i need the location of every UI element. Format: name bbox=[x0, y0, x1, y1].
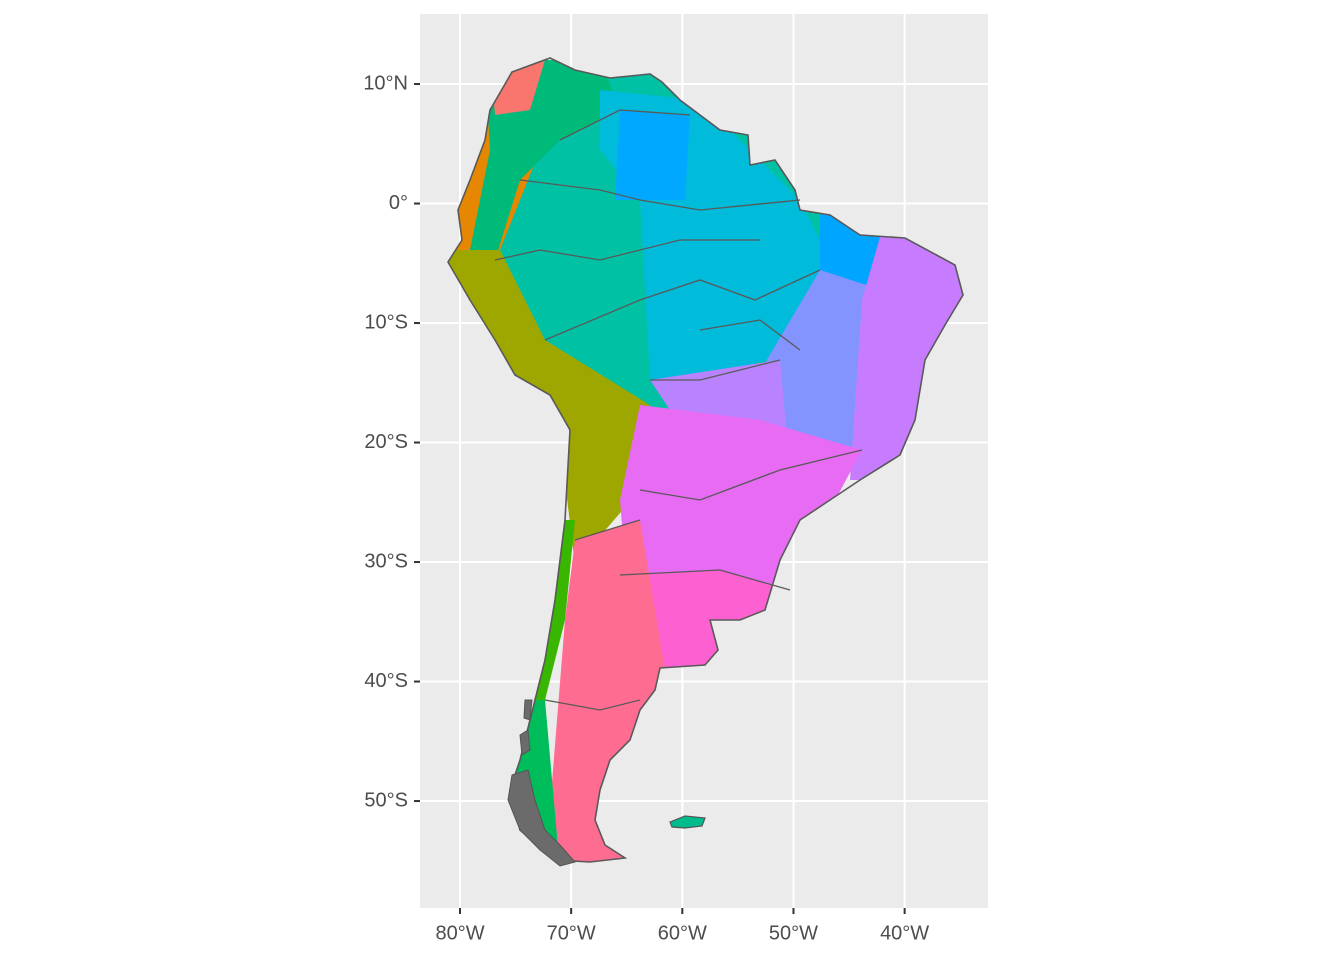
x-tick-label: 60°W bbox=[658, 922, 707, 944]
y-tick-label: 10°N bbox=[363, 72, 408, 94]
region-borders bbox=[494, 109, 863, 711]
axes: 80°W 70°W 60°W 50°W 40°W 10°N 0° 10°S 20°S 30°S 40… bbox=[363, 72, 929, 944]
region bbox=[755, 270, 882, 465]
region bbox=[615, 110, 690, 200]
archipelago bbox=[507, 699, 576, 867]
x-tick-label: 40°W bbox=[880, 922, 929, 944]
y-tick-label: 30°S bbox=[364, 550, 408, 572]
y-tick-label: 50°S bbox=[364, 789, 408, 811]
x-tick-label: 80°W bbox=[435, 922, 484, 944]
x-tick-label: 50°W bbox=[769, 922, 818, 944]
falkland-islands bbox=[669, 815, 706, 829]
region bbox=[620, 405, 862, 625]
y-tick-label: 40°S bbox=[364, 670, 408, 692]
x-tick-label: 70°W bbox=[547, 922, 596, 944]
y-tick-label: 20°S bbox=[364, 431, 408, 453]
y-tick-label: 0° bbox=[389, 192, 408, 214]
y-tick-label: 10°S bbox=[364, 311, 408, 333]
